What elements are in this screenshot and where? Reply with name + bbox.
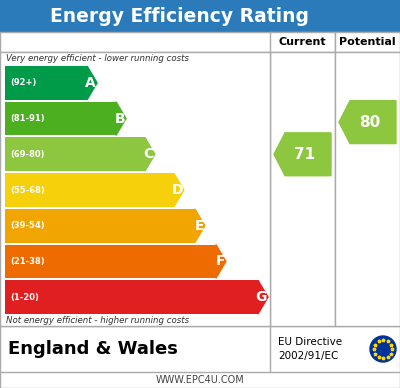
Text: (55-68): (55-68) xyxy=(10,185,45,194)
Text: (81-91): (81-91) xyxy=(10,114,45,123)
Bar xyxy=(5,66,87,100)
Text: Current: Current xyxy=(279,37,326,47)
Text: (1-20): (1-20) xyxy=(10,293,39,301)
Bar xyxy=(0,32,400,52)
Polygon shape xyxy=(145,137,155,171)
Polygon shape xyxy=(258,280,268,314)
Text: Very energy efficient - lower running costs: Very energy efficient - lower running co… xyxy=(6,54,189,63)
Polygon shape xyxy=(87,66,97,100)
Text: 71: 71 xyxy=(294,147,315,162)
Text: (69-80): (69-80) xyxy=(10,150,44,159)
Text: EU Directive: EU Directive xyxy=(278,337,342,347)
Polygon shape xyxy=(116,102,126,135)
Bar xyxy=(0,326,400,372)
Bar xyxy=(335,32,400,52)
Text: F: F xyxy=(216,255,225,268)
Bar xyxy=(270,32,335,52)
Bar xyxy=(5,209,195,242)
Polygon shape xyxy=(274,133,331,176)
Bar xyxy=(5,280,258,314)
Bar xyxy=(5,244,216,278)
Bar xyxy=(0,52,270,326)
Text: Potential: Potential xyxy=(339,37,396,47)
Bar xyxy=(270,52,335,326)
Circle shape xyxy=(370,336,396,362)
Text: 80: 80 xyxy=(359,114,380,130)
Text: (92+): (92+) xyxy=(10,78,36,87)
Text: A: A xyxy=(85,76,96,90)
Polygon shape xyxy=(195,209,205,242)
Bar xyxy=(5,137,145,171)
Text: Not energy efficient - higher running costs: Not energy efficient - higher running co… xyxy=(6,316,189,325)
Bar xyxy=(0,0,400,32)
Text: 2002/91/EC: 2002/91/EC xyxy=(278,351,338,361)
Text: (39-54): (39-54) xyxy=(10,221,45,230)
Bar xyxy=(5,102,116,135)
Text: E: E xyxy=(194,219,204,233)
Text: England & Wales: England & Wales xyxy=(8,340,178,358)
Polygon shape xyxy=(339,101,396,144)
Text: C: C xyxy=(144,147,154,161)
Bar xyxy=(5,173,174,207)
Bar xyxy=(335,52,400,326)
Text: D: D xyxy=(171,183,183,197)
Text: (21-38): (21-38) xyxy=(10,257,45,266)
Text: G: G xyxy=(256,290,267,304)
Polygon shape xyxy=(216,244,226,278)
Text: Energy Efficiency Rating: Energy Efficiency Rating xyxy=(50,7,310,26)
Text: B: B xyxy=(114,112,125,126)
Text: WWW.EPC4U.COM: WWW.EPC4U.COM xyxy=(156,375,244,385)
Polygon shape xyxy=(174,173,184,207)
